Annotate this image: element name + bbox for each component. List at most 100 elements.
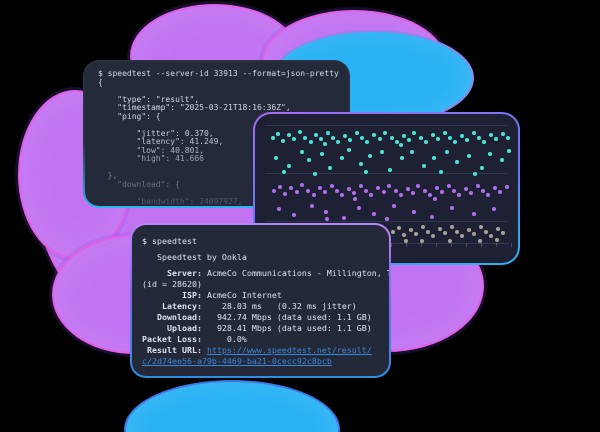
teal-data-point <box>453 140 457 144</box>
teal-data-point <box>340 156 344 160</box>
gray-data-point <box>421 225 425 229</box>
teal-data-point <box>360 136 364 140</box>
purple-data-point <box>292 213 296 217</box>
teal-data-point <box>388 168 392 172</box>
terminal-json-text: $ speedtest --server-id 33913 --format=j… <box>98 69 339 206</box>
teal-data-point <box>347 148 351 152</box>
chart-gridline <box>265 221 508 222</box>
terminal-result-body: $ speedtest Speedtest by Ookla Server: A… <box>132 225 389 376</box>
purple-data-point <box>325 217 329 221</box>
purple-data-point <box>352 191 356 195</box>
purple-data-point <box>392 204 396 208</box>
gray-data-point <box>479 225 483 229</box>
teal-data-point <box>506 136 510 140</box>
purple-data-point <box>369 193 373 197</box>
gray-data-point <box>391 230 395 234</box>
gray-data-point <box>438 227 442 231</box>
purple-data-point <box>278 185 282 189</box>
teal-data-point <box>410 150 414 154</box>
gray-data-point <box>496 227 500 231</box>
teal-data-point <box>274 156 278 160</box>
teal-data-point <box>364 170 368 174</box>
teal-data-point <box>460 134 464 138</box>
terminal-result-line: Speedtest by Ookla <box>142 252 247 262</box>
cyan-cloud-blob <box>124 380 340 432</box>
purple-data-point <box>312 193 316 197</box>
gray-data-point <box>455 230 459 234</box>
result-url-link[interactable]: https://www.speedtest.net/result/ <box>206 345 372 355</box>
teal-data-point <box>500 158 504 162</box>
purple-data-point <box>412 210 416 214</box>
purple-data-point <box>472 212 476 216</box>
purple-data-point <box>428 193 432 197</box>
teal-data-point <box>480 166 484 170</box>
gray-data-point <box>402 233 406 237</box>
teal-data-point <box>473 172 477 176</box>
teal-data-point <box>436 137 440 141</box>
chart-axis-tick <box>511 243 512 247</box>
teal-data-point <box>445 150 449 154</box>
teal-data-point <box>472 131 476 135</box>
chart-axis-tick <box>451 243 452 247</box>
purple-data-point <box>382 190 386 194</box>
purple-data-point <box>505 185 509 189</box>
purple-data-point <box>464 187 468 191</box>
teal-data-point <box>439 170 443 174</box>
teal-data-point <box>326 131 330 135</box>
purple-data-point <box>335 189 339 193</box>
teal-data-point <box>412 131 416 135</box>
chart-gridline <box>265 173 508 174</box>
teal-data-point <box>287 164 291 168</box>
teal-data-point <box>432 156 436 160</box>
purple-data-point <box>411 191 415 195</box>
teal-data-point <box>276 132 280 136</box>
terminal-result-line: Server: AcmeCo Communications - Millingt… <box>142 268 389 278</box>
gray-data-point <box>478 239 482 243</box>
teal-data-point <box>431 133 435 137</box>
purple-data-point <box>353 197 357 201</box>
terminal-result-line: (id = 28620) <box>142 279 202 289</box>
terminal-result-line: c/2d74ee56-a79b-4469-ba21-0cecc92c8bcb <box>142 356 389 367</box>
teal-data-point <box>383 131 387 135</box>
teal-data-point <box>443 131 447 135</box>
teal-data-point <box>292 137 296 141</box>
gray-data-point <box>467 228 471 232</box>
teal-data-point <box>424 140 428 144</box>
purple-data-point <box>283 192 287 196</box>
chart-axis-tick <box>496 243 497 247</box>
purple-data-point <box>289 186 293 190</box>
teal-data-point <box>307 158 311 162</box>
chart-axis-tick <box>481 243 482 247</box>
teal-data-point <box>343 134 347 138</box>
teal-data-point <box>489 133 493 137</box>
purple-data-point <box>376 186 380 190</box>
teal-data-point <box>395 140 399 144</box>
purple-data-point <box>277 207 281 211</box>
terminal-window-speedtest-result: $ speedtest Speedtest by Ookla Server: A… <box>130 223 391 378</box>
gray-data-point <box>414 232 418 236</box>
teal-data-point <box>399 143 403 147</box>
gray-data-point <box>420 239 424 243</box>
result-url-link[interactable]: c/2d74ee56-a79b-4469-ba21-0cecc92c8bcb <box>142 356 332 366</box>
teal-data-point <box>467 154 471 158</box>
teal-data-point <box>455 160 459 164</box>
purple-data-point <box>399 193 403 197</box>
purple-data-point <box>452 189 456 193</box>
purple-data-point <box>433 197 437 201</box>
purple-data-point <box>324 210 328 214</box>
gray-data-point <box>404 239 408 243</box>
purple-data-point <box>416 184 420 188</box>
terminal-result-line: Packet Loss: 0.0% <box>142 334 247 344</box>
purple-data-point <box>447 184 451 188</box>
teal-data-point <box>448 136 452 140</box>
gray-data-point <box>431 234 435 238</box>
teal-data-point <box>400 156 404 160</box>
purple-data-point <box>440 190 444 194</box>
teal-data-point <box>313 172 317 176</box>
teal-data-point <box>507 149 511 153</box>
teal-data-point <box>309 140 313 144</box>
teal-data-point <box>348 138 352 142</box>
teal-data-point <box>407 138 411 142</box>
teal-data-point <box>319 137 323 141</box>
